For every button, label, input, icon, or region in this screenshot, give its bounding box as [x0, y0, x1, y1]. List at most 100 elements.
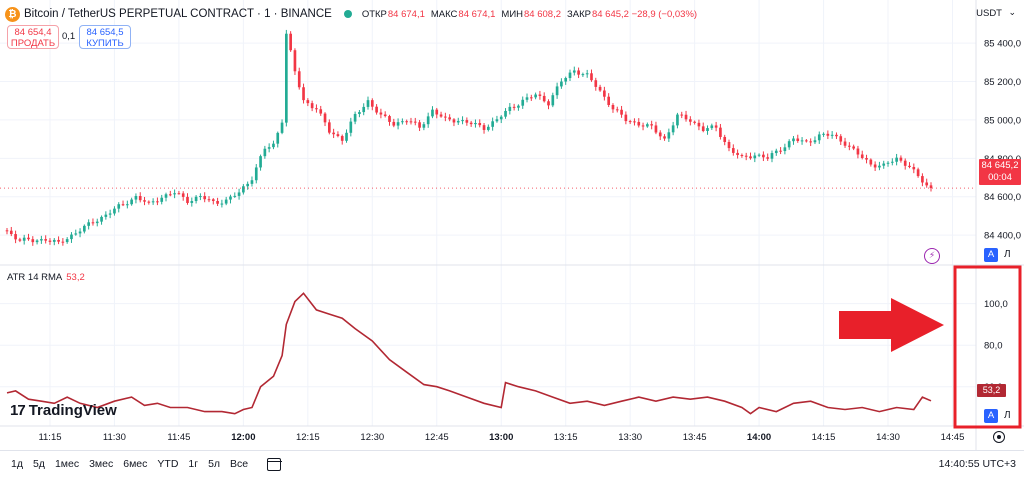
candle-body — [654, 125, 658, 133]
low-value: 84 608,2 — [524, 8, 561, 20]
candle-body — [830, 134, 834, 136]
clock[interactable]: 14:40:55 UTC+3 — [938, 458, 1016, 470]
candle-body — [560, 81, 563, 87]
candle-body — [598, 86, 602, 91]
candle-body — [18, 239, 22, 241]
candle-body — [323, 113, 327, 123]
price-log-scale-button[interactable]: Л — [1004, 249, 1011, 260]
last-price-value: 84 645,2 — [981, 160, 1019, 171]
tradingview-logo[interactable]: 17 TradingView — [10, 402, 117, 419]
candle-body — [405, 121, 409, 123]
time-tick-label: 13:00 — [489, 432, 513, 443]
candle-body — [641, 125, 645, 127]
candle-body — [727, 141, 731, 149]
candle-body — [310, 103, 314, 109]
candle-body — [9, 230, 13, 235]
bolt-icon[interactable]: ⚡ — [924, 248, 940, 264]
time-tick-label: 12:30 — [360, 432, 384, 443]
candle-body — [551, 95, 555, 106]
candle-body — [555, 86, 559, 96]
time-tick-label: 12:00 — [231, 432, 255, 443]
chevron-down-icon[interactable]: ⌄ — [1008, 7, 1016, 17]
atr-legend[interactable]: ATR 14 RMA 53,2 — [7, 272, 85, 283]
candle-body — [306, 100, 310, 104]
range-all[interactable]: Все — [230, 458, 249, 470]
candle-body — [78, 231, 82, 234]
candle-body — [736, 152, 739, 156]
candle-body — [809, 141, 812, 143]
price-tick-label: 84 600,0 — [984, 192, 1021, 203]
time-tick-label: 14:00 — [747, 432, 771, 443]
candle-body — [925, 182, 929, 186]
price-auto-scale-button[interactable]: A — [984, 248, 998, 262]
candle-body — [267, 147, 271, 149]
candle-body — [190, 201, 194, 203]
range-5y[interactable]: 5л — [208, 458, 221, 470]
range-3m[interactable]: 3мес — [89, 458, 114, 470]
candle-body — [194, 196, 198, 202]
spread-value: 0,1 — [62, 31, 76, 42]
gear-icon[interactable] — [993, 431, 1005, 443]
currency-selector[interactable]: USDT — [976, 8, 1002, 19]
time-tick-label: 14:45 — [941, 432, 965, 443]
candle-body — [401, 121, 404, 123]
price-tick-label: 85 400,0 — [984, 39, 1021, 50]
candle-body — [624, 114, 628, 122]
symbol-title[interactable]: Bitcoin / TetherUS PERPETUAL CONTRACT · … — [24, 8, 332, 20]
range-1d[interactable]: 1д — [11, 458, 23, 470]
atr-auto-scale-button[interactable]: A — [984, 409, 998, 423]
candle-body — [297, 71, 301, 88]
candle-body — [697, 122, 701, 127]
atr-log-scale-button[interactable]: Л — [1004, 410, 1011, 421]
candle-body — [680, 114, 684, 116]
candle-body — [499, 116, 503, 120]
candle-body — [839, 136, 843, 142]
time-tick-label: 11:15 — [38, 432, 61, 443]
range-ytd[interactable]: YTD — [157, 458, 179, 470]
range-1y[interactable]: 1г — [188, 458, 199, 470]
candle-body — [495, 119, 499, 122]
candle-body — [259, 156, 262, 168]
open-label: ОТКР — [361, 8, 387, 20]
time-tick-label: 13:30 — [618, 432, 642, 443]
candle-body — [921, 176, 924, 183]
candle-body — [594, 80, 598, 87]
candle-body — [684, 114, 688, 120]
candle-body — [216, 201, 219, 204]
candle-body — [792, 138, 795, 142]
buy-button[interactable]: 84 654,5 КУПИТЬ — [79, 25, 131, 49]
time-tick-label: 13:45 — [683, 432, 707, 443]
candle-body — [633, 121, 636, 123]
candle-body — [422, 124, 426, 128]
candle-body — [491, 121, 494, 127]
candle-body — [366, 100, 370, 107]
candle-body — [452, 119, 456, 123]
candle-body — [714, 125, 718, 128]
candle-body — [878, 165, 881, 168]
candle-body — [749, 156, 752, 159]
candle-body — [349, 121, 353, 133]
candle-body — [57, 239, 60, 242]
candle-body — [48, 240, 52, 242]
time-tick-label: 11:30 — [103, 432, 126, 443]
candle-body — [895, 157, 898, 162]
candle-body — [426, 116, 430, 125]
price-tick-label: 84 400,0 — [984, 231, 1021, 242]
candle-body — [293, 50, 297, 72]
candle-body — [916, 169, 920, 177]
candle-body — [813, 140, 817, 143]
calendar-icon[interactable] — [266, 457, 282, 471]
range-5d[interactable]: 5д — [32, 458, 45, 470]
candle-body — [710, 125, 714, 129]
sell-button[interactable]: 84 654,4 ПРОДАТЬ — [7, 25, 59, 49]
candle-body — [276, 132, 280, 144]
atr-tick-label: 80,0 — [984, 341, 1003, 352]
chart-header: ₿ Bitcoin / TetherUS PERPETUAL CONTRACT … — [0, 6, 703, 22]
buy-label: КУПИТЬ — [86, 38, 124, 49]
range-6m[interactable]: 6мес — [123, 458, 148, 470]
candle-body — [487, 126, 490, 130]
candle-body — [70, 234, 73, 240]
price-grid — [0, 0, 976, 426]
range-1m[interactable]: 1мес — [54, 458, 80, 470]
